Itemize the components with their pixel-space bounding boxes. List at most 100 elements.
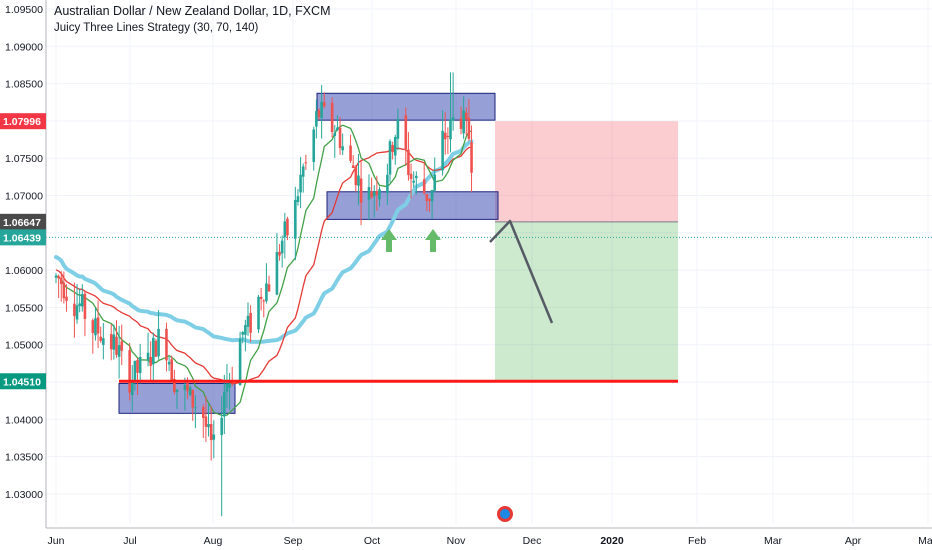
candle-body [467, 117, 471, 139]
take-profit-zone [495, 221, 678, 382]
up-arrow-icon [425, 229, 441, 252]
up-arrow-icon [381, 229, 397, 252]
candle-body [330, 102, 334, 133]
candle-body [341, 146, 344, 151]
candle-body [351, 165, 355, 169]
x-tick-label: Jun [48, 535, 65, 547]
x-tick-label: 2020 [600, 535, 624, 547]
candle-body [154, 340, 158, 357]
candle-body [209, 424, 213, 441]
candle-body [301, 166, 305, 177]
candle-body [280, 240, 284, 254]
annotations [46, 219, 932, 522]
candle-body [315, 111, 318, 127]
position-zones [118, 92, 678, 414]
candle-body [367, 187, 371, 200]
candle-body [102, 338, 105, 345]
candle-body [136, 360, 139, 373]
candle-body [128, 350, 131, 393]
candle-body [173, 378, 176, 392]
price-tag: 1.04510 [0, 373, 46, 390]
candle-body [388, 141, 392, 175]
price-tag-label: 1.06439 [3, 232, 41, 244]
candle-body [375, 191, 379, 195]
candle-body [59, 277, 63, 285]
candle-body [194, 407, 197, 409]
candle-body [78, 303, 81, 307]
grid-lines [46, 0, 932, 524]
candle-body [138, 357, 142, 374]
candle-body [378, 189, 381, 200]
candle-body [133, 360, 137, 383]
indicator-legend[interactable]: Juicy Three Lines Strategy (30, 70, 140) [54, 22, 259, 34]
candle-body [96, 317, 100, 334]
candle-body [278, 251, 281, 256]
candle-body [359, 178, 363, 203]
candle-body [191, 390, 195, 408]
candle-body [241, 331, 245, 335]
candle-body [167, 361, 171, 365]
price-tag-bg [0, 229, 46, 246]
candle-body [338, 127, 342, 148]
candle-body [54, 275, 58, 278]
candle-body [446, 135, 450, 137]
y-tick-label: 1.07000 [5, 191, 43, 203]
candle-body [115, 336, 118, 355]
x-tick-label: Nov [447, 535, 466, 547]
candle-body [262, 300, 266, 302]
candle-body [370, 191, 373, 198]
candle-body [157, 328, 160, 357]
candle-body [73, 303, 76, 317]
candle-body [246, 315, 250, 327]
candle-body [322, 102, 326, 107]
candle-body [201, 407, 205, 418]
candle-body [464, 112, 468, 120]
chart-title[interactable]: Australian Dollar / New Zealand Dollar, … [54, 4, 331, 18]
y-tick-label: 1.04000 [5, 414, 43, 426]
price-tag-bg [0, 373, 46, 390]
candle-body [257, 296, 260, 330]
candle-body [244, 325, 247, 335]
candle-body [183, 385, 187, 390]
x-tick-label: May [918, 535, 932, 547]
candle-body [75, 305, 79, 320]
candle-body [349, 145, 352, 161]
candle-body [109, 334, 113, 350]
candle-body [299, 174, 302, 193]
price-tag-label: 1.07996 [3, 116, 41, 128]
price-tag-bg [0, 213, 46, 230]
candle-body [149, 356, 152, 366]
price-tag: 1.06439 [0, 229, 46, 246]
candle-body [120, 341, 124, 351]
middle-zone-zone [326, 191, 499, 220]
price-tag-bg [0, 113, 46, 130]
candle-body [225, 383, 229, 392]
x-tick-label: Sep [284, 535, 303, 547]
y-tick-label: 1.09500 [5, 4, 43, 16]
candle-body [415, 175, 418, 179]
candlesticks[interactable] [54, 72, 473, 517]
candle-body [152, 337, 155, 365]
candle-body [317, 110, 321, 117]
candle-body [62, 282, 66, 299]
candle-body [407, 149, 410, 175]
x-tick-label: Aug [204, 535, 223, 547]
x-tick-label: Apr [845, 535, 862, 547]
up-arrow-shape [425, 229, 441, 252]
candle-body [422, 179, 426, 194]
candle-body [204, 416, 208, 427]
candle-body [83, 293, 87, 319]
candle-body [404, 115, 408, 150]
candle-body [286, 218, 289, 236]
y-tick-label: 1.06000 [5, 265, 43, 277]
candle-body [462, 110, 465, 134]
candle-body [223, 391, 226, 417]
projection-path [489, 219, 554, 324]
y-tick-label: 1.09000 [5, 41, 43, 53]
price-tag-label: 1.06647 [3, 217, 41, 229]
x-tick-label: Dec [523, 535, 542, 547]
candle-body [425, 194, 429, 201]
price-tag-label: 1.04510 [3, 376, 41, 388]
